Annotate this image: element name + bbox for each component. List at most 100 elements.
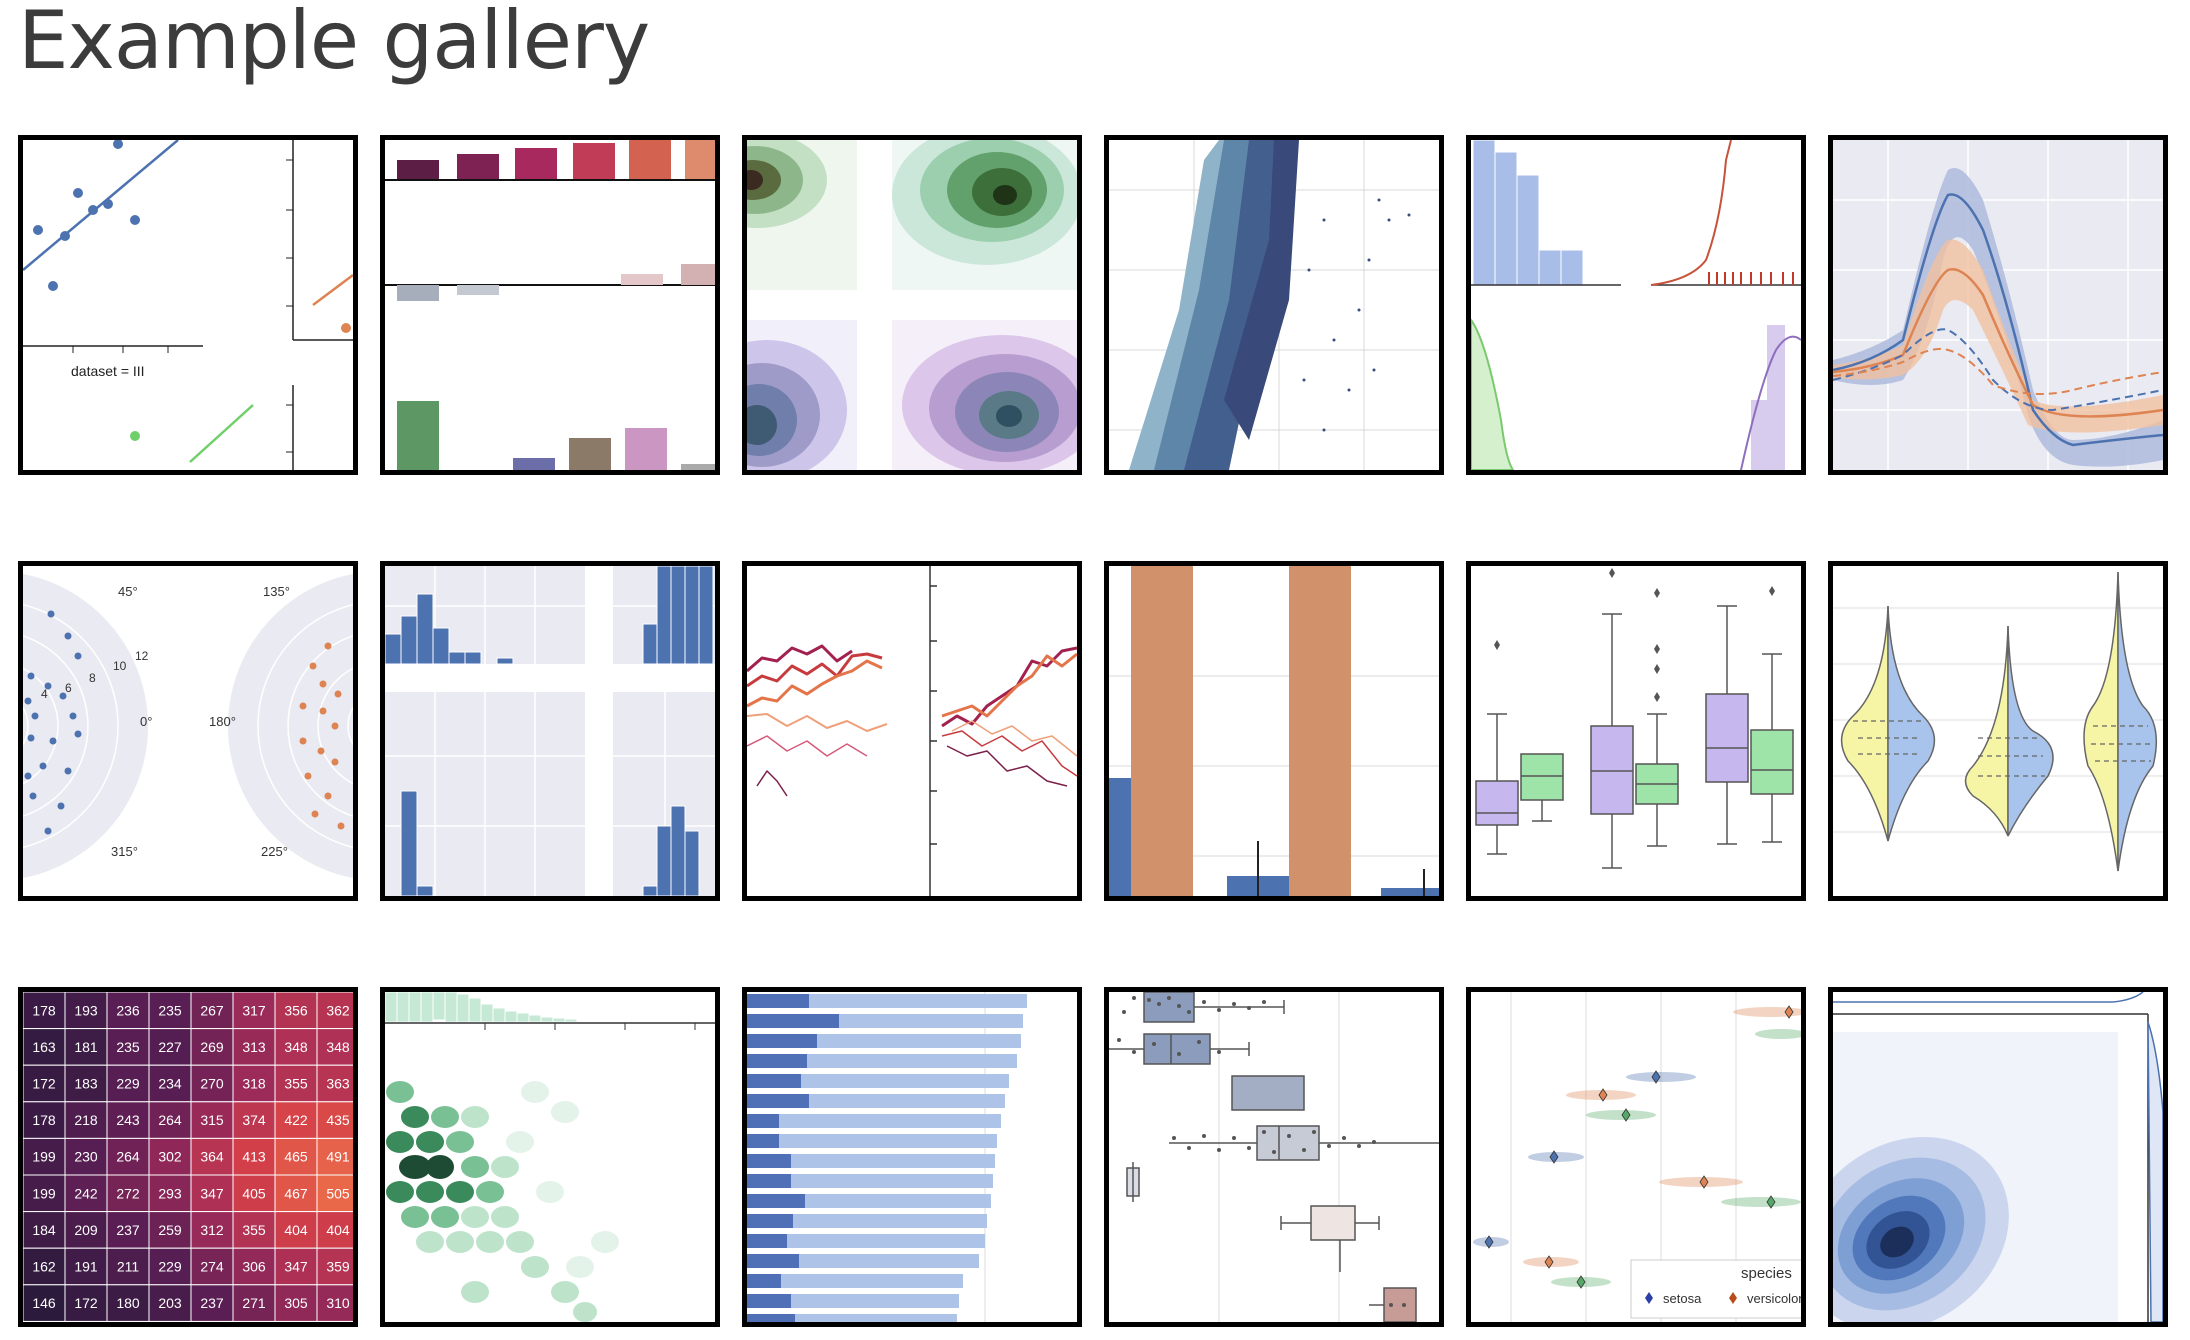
heatmap-cell-label: 237: [200, 1295, 224, 1311]
color-palettes-thumbnail: [385, 140, 715, 470]
heatmap-cell-label: 271: [242, 1295, 266, 1311]
heatmap-cell: [106, 1211, 150, 1249]
heatmap-cell: [316, 1247, 353, 1286]
heatmap-cell-label: 229: [116, 1076, 140, 1092]
heatmap-cell-label: 193: [74, 1002, 98, 1018]
example-tile-color-palettes[interactable]: [380, 135, 720, 475]
heatmap-cell-label: 270: [200, 1076, 224, 1092]
heatmap-cell-label: 172: [74, 1295, 98, 1311]
heatmap-cell: [232, 992, 276, 1030]
heatmap-cell: [316, 1137, 353, 1176]
heatmap-cell: [106, 1174, 150, 1213]
heatmap-cell: [190, 1064, 234, 1103]
example-tile-line-facets[interactable]: [742, 561, 1082, 901]
heatmap-cell-label: 362: [326, 1002, 350, 1018]
heatmap-cell: [106, 1064, 150, 1103]
heatmap-cell: [23, 1137, 66, 1176]
legend-title: species: [1741, 1265, 1792, 1282]
example-tile-grouped-bars[interactable]: [1104, 561, 1444, 901]
heatmap-cell-label: 315: [200, 1112, 224, 1128]
example-tile-heatmap[interactable]: 178 193 236 235 267 317 356 362 163 181 235 227 269 3…: [18, 987, 358, 1327]
anscombe-panel-label: dataset = III: [71, 363, 145, 379]
example-tile-anscombes-quartet[interactable]: dataset = III: [18, 135, 358, 475]
heatmap-cell: [232, 1284, 276, 1322]
heatmap-cell-label: 348: [284, 1039, 308, 1055]
heatmap-cell: [106, 1028, 150, 1066]
heatmap-cell: [64, 1284, 108, 1322]
example-tile-horizontal-bars[interactable]: [742, 987, 1082, 1327]
grouped-bars-thumbnail: [1109, 566, 1439, 896]
heatmap-cell-label: 264: [116, 1149, 140, 1165]
example-tile-bivariate-kde[interactable]: [1828, 987, 2168, 1327]
page-title: Example gallery: [18, 0, 650, 87]
polar-label-135: 135°: [263, 584, 290, 599]
heatmap-cell-label: 404: [284, 1222, 308, 1238]
heatmap-cell-label: 505: [326, 1185, 350, 1201]
heatmap-cell-label: 435: [326, 1112, 350, 1128]
strip-legend: species setosa versicolor: [1630, 1259, 1801, 1319]
example-tile-boxplot-swarm[interactable]: [1104, 987, 1444, 1327]
heatmap-cell: [64, 1028, 108, 1066]
heatmap-cell-label: 183: [74, 1076, 98, 1092]
example-tile-split-violins[interactable]: [1828, 561, 2168, 901]
heatmap-cell-label: 162: [32, 1259, 56, 1275]
heatmap-cell-label: 306: [242, 1259, 266, 1275]
example-tile-polar-facets[interactable]: 45° 0° 315° 4 6 8 10 12 135° 180° 225°: [18, 561, 358, 901]
heatmap-cell-label: 302: [158, 1149, 182, 1165]
example-tile-grouped-boxplots[interactable]: [1466, 561, 1806, 901]
heatmap-cell: [274, 1064, 318, 1103]
heatmap-cell-label: 348: [326, 1039, 350, 1055]
heatmap-cell: [148, 1137, 192, 1176]
heatmap-cell-label: 264: [158, 1112, 182, 1128]
heatmap-cell-label: 235: [158, 1002, 182, 1018]
polar-label-0: 0°: [140, 714, 152, 729]
example-tile-hexbin-joint[interactable]: [380, 987, 720, 1327]
example-tile-histogram-facets[interactable]: [380, 561, 720, 901]
heatmap-cell: [23, 1284, 66, 1322]
example-tile-large-scatter[interactable]: [1104, 135, 1444, 475]
polar-radius-4: 4: [41, 687, 48, 701]
heatmap-cell-label: 404: [326, 1222, 350, 1238]
heatmap-cell-label: 172: [32, 1076, 56, 1092]
heatmap-cell-label: 422: [284, 1112, 308, 1128]
example-tile-timeseries-bands[interactable]: [1828, 135, 2168, 475]
heatmap-cell: [274, 1137, 318, 1176]
grouped-boxplots-thumbnail: [1475, 568, 1794, 869]
heatmap-cell: [64, 1247, 108, 1286]
heatmap-cell: [148, 1101, 192, 1139]
heatmap-cell-label: 355: [242, 1222, 266, 1238]
example-tile-kde-grid[interactable]: [742, 135, 1082, 475]
heatmap-cell-label: 467: [284, 1185, 308, 1201]
heatmap-cell-label: 347: [200, 1185, 224, 1201]
polar-radius-12: 12: [135, 649, 149, 663]
strip-points-thumbnail: species setosa versicolor: [1473, 992, 1801, 1322]
heatmap-cell: [232, 1174, 276, 1213]
polar-radius-8: 8: [89, 671, 96, 685]
legend-label-setosa: setosa: [1663, 1291, 1702, 1306]
heatmap-cell-label: 356: [284, 1002, 308, 1018]
heatmap-cell-label: 363: [326, 1076, 350, 1092]
example-tile-distributions[interactable]: [1466, 135, 1806, 475]
heatmap-cell: [190, 1028, 234, 1066]
timeseries-bands-thumbnail: [1833, 140, 2163, 470]
heatmap-cell-label: 218: [74, 1112, 98, 1128]
legend-label-versicolor: versicolor: [1747, 1291, 1801, 1306]
heatmap-cell-label: 310: [326, 1295, 350, 1311]
heatmap-cell: [232, 1064, 276, 1103]
heatmap-cell-label: 318: [242, 1076, 266, 1092]
heatmap-cell-label: 203: [158, 1295, 182, 1311]
line-facets-thumbnail: [747, 566, 1077, 896]
heatmap-cell: [106, 1101, 150, 1139]
heatmap-cell-label: 237: [116, 1222, 140, 1238]
heatmap-cell: [274, 1174, 318, 1213]
example-tile-strip-points[interactable]: species setosa versicolor: [1466, 987, 1806, 1327]
heatmap-cell-label: 465: [284, 1149, 308, 1165]
histogram-facets-thumbnail: [385, 566, 715, 896]
heatmap-cell-label: 267: [200, 1002, 224, 1018]
heatmap-cell: [23, 1247, 66, 1286]
polar-facets-thumbnail: 45° 0° 315° 4 6 8 10 12 135° 180° 225°: [23, 573, 353, 879]
heatmap-cell-label: 243: [116, 1112, 140, 1128]
heatmap-cell: [274, 1247, 318, 1286]
heatmap-cell-label: 227: [158, 1039, 182, 1055]
heatmap-cell: [190, 992, 234, 1030]
